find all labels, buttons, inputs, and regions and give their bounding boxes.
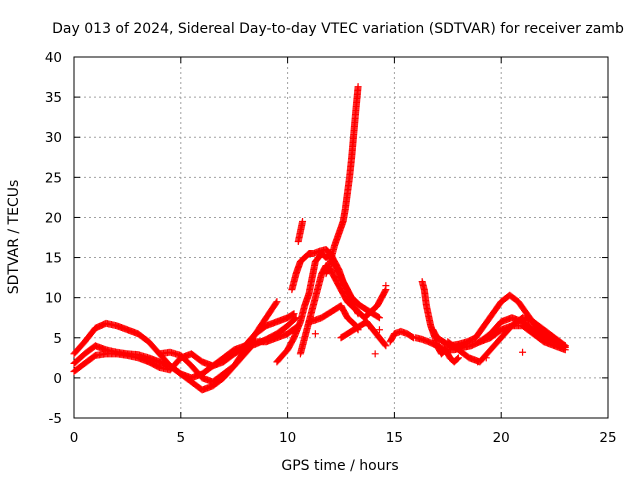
y-tick-label: -5 xyxy=(49,411,62,427)
data-point xyxy=(382,282,390,290)
data-point xyxy=(311,330,319,338)
data-point xyxy=(453,355,461,363)
grid-lines xyxy=(74,57,608,418)
x-axis-label: GPS time / hours xyxy=(281,458,398,474)
series-track-6 xyxy=(288,246,383,322)
y-tick-label: 10 xyxy=(45,291,62,307)
data-point xyxy=(382,342,390,350)
series-track-11 xyxy=(337,318,390,350)
data-point xyxy=(374,313,382,321)
data-point xyxy=(454,354,462,362)
data-point xyxy=(291,315,299,323)
data-point xyxy=(454,355,462,363)
data-point xyxy=(381,341,389,349)
series-track-8 xyxy=(294,217,307,246)
data-point xyxy=(289,310,297,318)
data-point xyxy=(272,299,280,307)
x-axis: 0 5 10 15 20 25 xyxy=(70,57,617,446)
isolated-points xyxy=(311,282,527,366)
x-tick-label: 0 xyxy=(70,430,79,446)
series-track-17 xyxy=(476,322,569,354)
series-track-5 xyxy=(273,250,362,366)
data-point xyxy=(365,322,373,330)
chart-title: Day 013 of 2024, Sidereal Day-to-day VTE… xyxy=(52,21,624,37)
data-point xyxy=(482,354,490,362)
data-point xyxy=(474,358,482,366)
y-tick-label: 30 xyxy=(45,130,62,146)
data-point xyxy=(354,83,362,91)
data-point xyxy=(519,348,527,356)
series-track-12 xyxy=(386,327,418,346)
data-point xyxy=(561,346,569,354)
x-tick-label: 15 xyxy=(386,430,403,446)
data-point xyxy=(371,350,379,358)
y-tick-label: 0 xyxy=(53,371,62,387)
series-track-10 xyxy=(322,83,362,278)
data-points xyxy=(70,83,569,394)
data-point xyxy=(409,333,417,341)
data-point xyxy=(375,326,383,334)
x-tick-label: 5 xyxy=(177,430,186,446)
x-tick-label: 20 xyxy=(493,430,510,446)
data-point xyxy=(273,298,281,306)
data-point xyxy=(375,314,383,322)
y-tick-label: 40 xyxy=(45,50,62,66)
y-axis: -5 0 5 10 15 20 25 30 35 40 xyxy=(45,50,608,427)
y-tick-label: 20 xyxy=(45,210,62,226)
data-point xyxy=(381,287,389,295)
y-tick-label: 35 xyxy=(45,90,62,106)
x-tick-label: 25 xyxy=(599,430,616,446)
y-tick-label: 25 xyxy=(45,170,62,186)
y-axis-label: SDTVAR / TECUs xyxy=(6,180,22,295)
plot-frame xyxy=(73,56,609,419)
series-track-9 xyxy=(305,302,362,334)
data-point xyxy=(299,217,307,225)
y-tick-label: 5 xyxy=(53,331,62,347)
x-tick-label: 10 xyxy=(279,430,296,446)
y-tick-label: 15 xyxy=(45,251,62,267)
